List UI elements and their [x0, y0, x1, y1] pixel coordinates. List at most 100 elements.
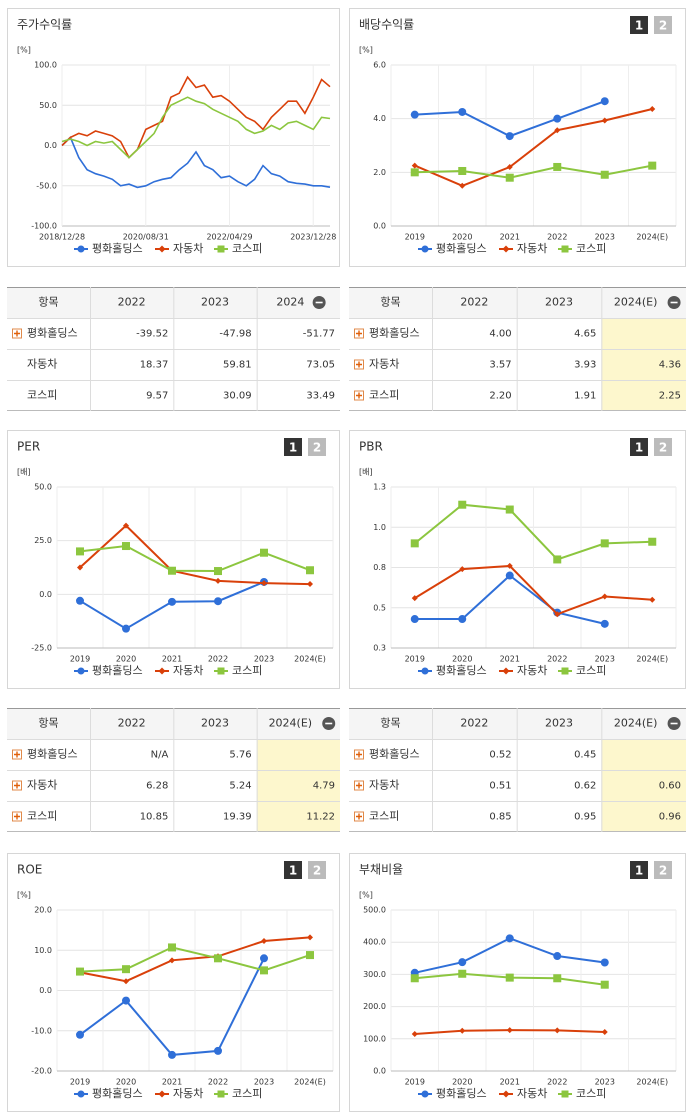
data-point	[307, 934, 313, 941]
x-tick-label: 2022	[547, 655, 567, 664]
cell-value: 4.00	[489, 329, 511, 340]
y-tick-label: -50.0	[36, 181, 57, 190]
x-tick-label: 2024(E)	[636, 233, 668, 242]
page-button-label[interactable]: 2	[659, 864, 667, 878]
data-point	[601, 593, 608, 600]
series-line	[414, 503, 653, 561]
legend-label: 코스피	[576, 242, 606, 255]
x-tick-label: 2023	[595, 655, 615, 664]
cell-value: 5.76	[229, 750, 251, 761]
chart-title: 부채비율	[359, 863, 403, 877]
table-header: 2024(E)	[614, 717, 658, 730]
y-tick-label: -20.0	[31, 1067, 52, 1076]
page-button[interactable]	[630, 861, 648, 879]
chart-title: 배당수익률	[359, 18, 414, 32]
page-button-label[interactable]: 1	[289, 441, 297, 455]
data-point	[411, 162, 418, 169]
page-button[interactable]	[654, 16, 672, 34]
data-point	[123, 978, 129, 985]
data-point	[505, 505, 514, 514]
page-button-label[interactable]: 2	[659, 441, 667, 455]
legend-label: 평화홀딩스	[436, 664, 487, 677]
page-button-label[interactable]: 2	[659, 19, 667, 33]
data-point	[554, 1027, 561, 1034]
page-button[interactable]	[308, 438, 326, 456]
data-point	[506, 163, 513, 170]
x-tick-label: 2020	[452, 1078, 472, 1087]
page-button-label[interactable]: 1	[635, 441, 643, 455]
table-header: 2024	[276, 296, 304, 309]
y-unit: [%]	[17, 891, 31, 900]
data-point	[600, 619, 609, 628]
highlight-cell	[601, 318, 686, 349]
data-point	[458, 500, 467, 509]
page-button[interactable]	[654, 438, 672, 456]
data-point	[307, 581, 313, 588]
legend-label: 자동차	[517, 664, 547, 677]
highlight-cell	[256, 739, 340, 770]
y-unit: [%]	[359, 46, 373, 55]
y-tick-label: 200.0	[363, 1002, 386, 1011]
x-tick-label: 2020	[452, 655, 472, 664]
legend-label: 평화홀딩스	[436, 1087, 487, 1100]
row-label: 자동차	[27, 779, 57, 792]
page-button[interactable]	[284, 438, 302, 456]
panel	[7, 8, 340, 267]
data-point	[600, 170, 609, 179]
page-button-label[interactable]: 1	[635, 864, 643, 878]
y-tick-label: 100.0	[363, 1034, 386, 1043]
legend-marker	[502, 1090, 510, 1098]
chart-title: PER	[17, 440, 40, 454]
data-point	[410, 615, 419, 624]
cell-value: 30.09	[223, 391, 252, 402]
series-line	[61, 75, 331, 159]
page-button-label[interactable]: 1	[635, 19, 643, 33]
y-tick-label: 50.0	[39, 101, 57, 110]
x-tick-label: 2018/12/28	[39, 233, 85, 242]
data-point	[214, 954, 222, 963]
legend-marker	[561, 245, 569, 253]
data-point	[76, 547, 84, 556]
expand-icon-plus	[356, 751, 362, 758]
legend-marker	[158, 1090, 166, 1098]
data-point	[553, 555, 562, 564]
row-label: 코스피	[369, 810, 399, 823]
cell-value: 10.85	[140, 812, 169, 823]
data-point	[458, 107, 467, 116]
y-tick-label: 20.0	[34, 906, 52, 915]
data-point	[168, 1050, 176, 1059]
expand-icon-plus	[14, 813, 20, 820]
page-button[interactable]	[630, 438, 648, 456]
cell-value: 2.25	[659, 391, 681, 402]
row-label: 자동차	[27, 358, 57, 371]
data-point	[168, 597, 176, 606]
legend-label: 평화홀딩스	[92, 242, 143, 255]
page-button[interactable]	[654, 861, 672, 879]
page-button[interactable]	[284, 861, 302, 879]
page-button[interactable]	[630, 16, 648, 34]
cell-value: 0.95	[574, 812, 596, 823]
data-point	[601, 1029, 608, 1036]
x-tick-label: 2021	[500, 655, 520, 664]
page-button-label[interactable]: 2	[313, 441, 321, 455]
y-tick-label: 400.0	[363, 938, 386, 947]
x-tick-label: 2021	[162, 1078, 182, 1087]
data-point	[553, 162, 562, 171]
y-tick-label: -10.0	[31, 1026, 52, 1035]
page-button-label[interactable]: 1	[289, 864, 297, 878]
data-point	[306, 566, 314, 575]
cell-value: 5.24	[229, 781, 251, 792]
row-label: 코스피	[369, 389, 399, 402]
data-point	[261, 580, 267, 587]
page-button-label[interactable]: 2	[313, 864, 321, 878]
expand-icon-plus	[356, 361, 362, 368]
y-tick-label: 0.0	[39, 590, 52, 599]
panel	[349, 853, 686, 1112]
expand-icon-plus	[356, 813, 362, 820]
y-tick-label: 100.0	[34, 61, 57, 70]
data-point	[601, 117, 608, 124]
legend-marker	[421, 667, 429, 675]
legend-marker	[217, 245, 225, 253]
page-button[interactable]	[308, 861, 326, 879]
x-tick-label: 2020	[452, 233, 472, 242]
